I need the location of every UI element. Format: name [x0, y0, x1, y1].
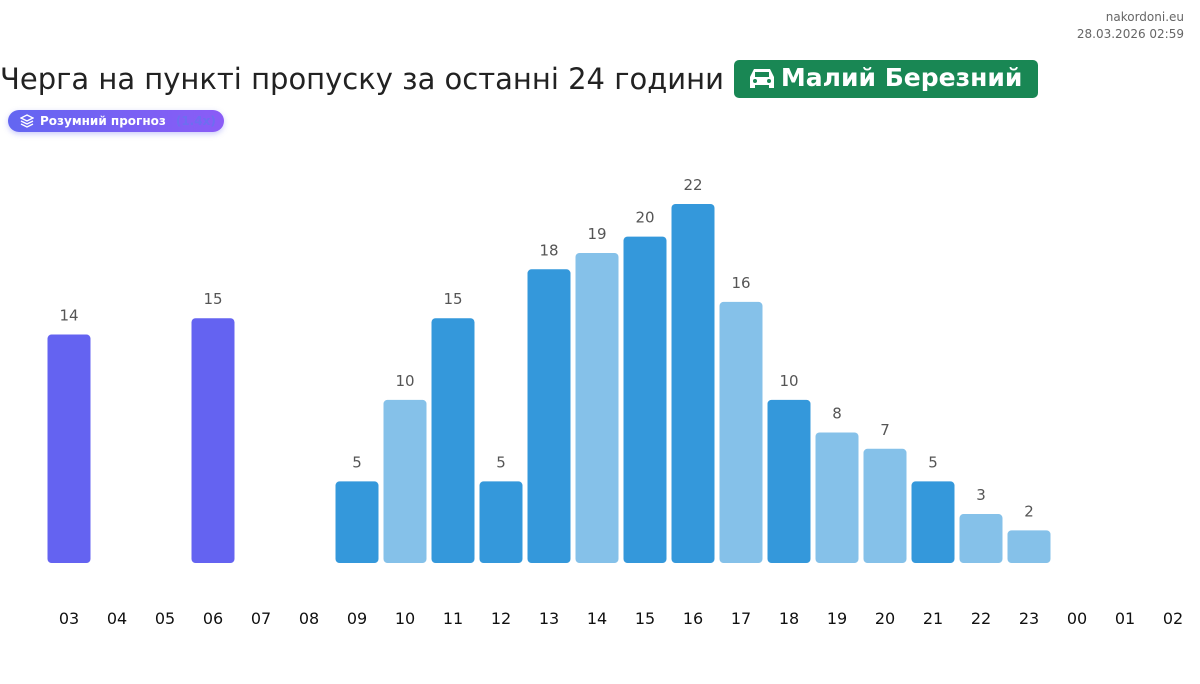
bar-15[interactable]	[623, 236, 667, 564]
bar-21[interactable]	[911, 481, 955, 563]
x-tick-17: 17	[731, 609, 751, 628]
x-tick-00: 00	[1067, 609, 1087, 628]
value-label-06: 15	[203, 290, 222, 308]
x-tick-22: 22	[971, 609, 991, 628]
x-tick-05: 05	[155, 609, 175, 628]
x-tick-18: 18	[779, 609, 799, 628]
forecast-multiplier: (1.4x)	[175, 114, 216, 128]
checkpoint-name: Малий Березний	[780, 63, 1023, 92]
x-tick-11: 11	[443, 609, 463, 628]
bar-09[interactable]	[335, 481, 379, 563]
value-label-18: 10	[779, 372, 798, 390]
bar-20[interactable]	[863, 448, 907, 563]
x-tick-06: 06	[203, 609, 223, 628]
value-label-17: 16	[731, 274, 750, 292]
bar-23[interactable]	[1007, 530, 1051, 563]
site-name: nakordoni.eu	[1105, 10, 1184, 24]
x-tick-19: 19	[827, 609, 847, 628]
x-tick-01: 01	[1115, 609, 1135, 628]
x-tick-16: 16	[683, 609, 703, 628]
x-tick-15: 15	[635, 609, 655, 628]
x-tick-20: 20	[875, 609, 895, 628]
value-label-22: 3	[976, 486, 986, 504]
checkpoint-badge[interactable]: Малий Березний	[733, 60, 1039, 98]
layers-icon	[20, 114, 34, 128]
value-label-15: 20	[635, 209, 654, 227]
timestamp: 28.03.2026 02:59	[1076, 27, 1184, 41]
value-label-16: 22	[683, 176, 702, 194]
value-label-23: 2	[1024, 502, 1034, 520]
x-tick-12: 12	[491, 609, 511, 628]
bar-17[interactable]	[719, 301, 763, 563]
value-label-14: 19	[587, 225, 606, 243]
x-tick-13: 13	[539, 609, 559, 628]
value-label-03: 14	[59, 307, 78, 325]
x-tick-04: 04	[107, 609, 127, 628]
x-tick-23: 23	[1019, 609, 1039, 628]
value-label-19: 8	[832, 404, 842, 422]
x-tick-03: 03	[59, 609, 79, 628]
title-text: Черга на пункті пропуску за останні 24 г…	[0, 62, 724, 96]
x-tick-08: 08	[299, 609, 319, 628]
x-tick-09: 09	[347, 609, 367, 628]
forecast-label: Розумний прогноз	[40, 114, 166, 128]
site-info: nakordoni.eu 28.03.2026 02:59	[1077, 9, 1184, 43]
x-tick-07: 07	[251, 609, 271, 628]
x-tick-02: 02	[1163, 609, 1183, 628]
x-tick-21: 21	[923, 609, 943, 628]
x-tick-14: 14	[587, 609, 607, 628]
value-label-20: 7	[880, 421, 890, 439]
bar-16[interactable]	[671, 204, 715, 563]
car-icon	[749, 68, 774, 88]
bar-12[interactable]	[479, 481, 523, 563]
page-title: Черга на пункті пропуску за останні 24 г…	[0, 60, 1039, 98]
smart-forecast-toggle[interactable]: Розумний прогноз (1.4x)	[8, 110, 224, 132]
value-label-12: 5	[496, 453, 506, 471]
bar-19[interactable]	[815, 432, 859, 563]
bar-22[interactable]	[959, 514, 1003, 563]
value-label-13: 18	[539, 241, 558, 259]
bar-11[interactable]	[431, 318, 475, 563]
bar-13[interactable]	[527, 269, 571, 563]
value-label-10: 10	[395, 372, 414, 390]
bar-06[interactable]	[191, 318, 235, 563]
x-tick-10: 10	[395, 609, 415, 628]
value-label-11: 15	[443, 290, 462, 308]
bar-18[interactable]	[767, 399, 811, 563]
value-label-09: 5	[352, 453, 362, 471]
value-label-21: 5	[928, 453, 938, 471]
bar-14[interactable]	[575, 252, 619, 564]
bar-10[interactable]	[383, 399, 427, 563]
bar-03[interactable]	[47, 334, 91, 563]
